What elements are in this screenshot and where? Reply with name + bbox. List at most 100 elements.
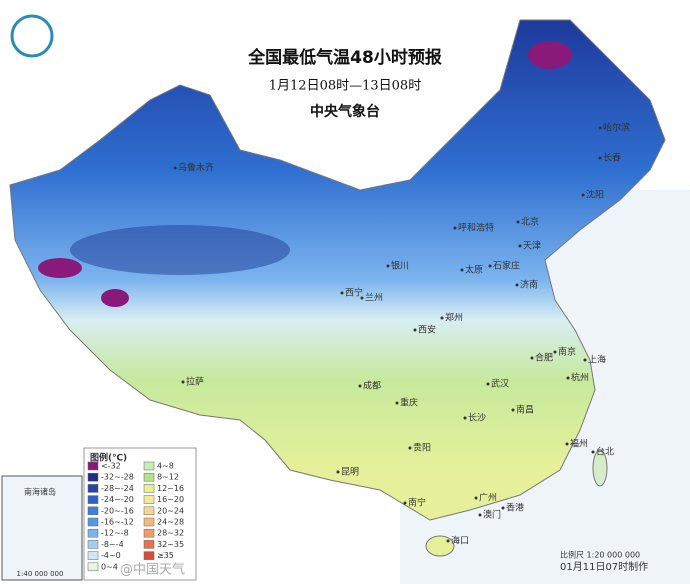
cold-area bbox=[38, 258, 82, 278]
city-label: 昆明 bbox=[341, 467, 359, 478]
city-dot bbox=[486, 382, 490, 386]
city-label: 海口 bbox=[451, 535, 469, 547]
city-dot bbox=[515, 283, 519, 287]
legend-swatch bbox=[87, 506, 99, 516]
city-dot bbox=[581, 193, 585, 197]
inset-title: 南海诸岛 bbox=[24, 487, 56, 497]
city-label: 兰州 bbox=[365, 292, 383, 304]
legend-label: 24~28 bbox=[157, 518, 184, 527]
city-label: 太原 bbox=[465, 264, 483, 276]
legend-label: -12~-8 bbox=[101, 529, 129, 538]
subtitle: 1月12日08时—13日08时 bbox=[269, 79, 421, 94]
inset-scale: 1:40 000 000 bbox=[17, 570, 64, 578]
city-dot bbox=[516, 220, 520, 224]
city-label: 南宁 bbox=[408, 497, 426, 509]
city-dot bbox=[395, 401, 399, 405]
legend-swatch bbox=[143, 528, 155, 538]
cold-area bbox=[528, 41, 572, 69]
legend-label: -28~-24 bbox=[101, 484, 134, 493]
city-dot bbox=[358, 384, 362, 388]
city-label: 武汉 bbox=[491, 378, 509, 390]
city-label: 台北 bbox=[596, 446, 614, 458]
legend-swatch bbox=[143, 551, 155, 560]
legend-swatch bbox=[143, 540, 155, 549]
city-dot bbox=[408, 446, 412, 450]
city-dot bbox=[474, 496, 478, 500]
watermark: @中国天气 bbox=[120, 562, 185, 578]
city-dot bbox=[386, 264, 390, 268]
legend-swatch bbox=[143, 461, 155, 471]
country-shape bbox=[9, 19, 666, 521]
legend-swatch bbox=[87, 472, 99, 482]
scale: 比例尺 1:20 000 000 bbox=[560, 550, 640, 560]
city-label: 沈阳 bbox=[586, 189, 604, 201]
city-dot bbox=[181, 380, 185, 384]
city-label: 西宁 bbox=[345, 287, 363, 299]
legend-swatch bbox=[143, 517, 155, 527]
legend-label: 16~20 bbox=[157, 495, 184, 504]
legend-swatch bbox=[143, 472, 155, 482]
city-dot bbox=[403, 501, 407, 505]
city-label: 长沙 bbox=[468, 412, 486, 424]
island bbox=[592, 449, 608, 487]
city-label: 上海 bbox=[588, 354, 606, 366]
legend-label: -8~-4 bbox=[101, 540, 124, 549]
city-dot bbox=[340, 291, 344, 295]
legend-label: 8~12 bbox=[157, 473, 179, 482]
city-label: 澳门 bbox=[483, 509, 501, 521]
legend-swatch bbox=[87, 551, 99, 560]
inset: 南海诸岛 1:40 000 000 bbox=[1, 475, 83, 581]
legend-swatch bbox=[143, 484, 155, 493]
city-dot bbox=[583, 358, 587, 362]
island bbox=[425, 535, 455, 557]
city-dot bbox=[566, 376, 570, 380]
logo bbox=[10, 14, 54, 58]
city-label: 香港 bbox=[506, 502, 524, 514]
legend-label: ≥35 bbox=[157, 551, 174, 560]
legend-label: -32~-28 bbox=[101, 473, 134, 482]
city-label: 哈尔滨 bbox=[603, 122, 630, 134]
city-label: 南昌 bbox=[516, 404, 534, 416]
city-label: 福州 bbox=[570, 438, 588, 450]
city-label: 银川 bbox=[391, 260, 409, 272]
city-dot bbox=[591, 450, 595, 454]
city-dot bbox=[488, 264, 492, 268]
city-dot bbox=[463, 416, 467, 420]
legend-label: 0~4 bbox=[101, 562, 118, 571]
city-label: 呼和浩特 bbox=[458, 222, 494, 234]
city-label: 南京 bbox=[558, 346, 576, 358]
legend-label: -20~-16 bbox=[101, 506, 134, 515]
city-dot bbox=[360, 296, 364, 300]
legend-label: <-32 bbox=[101, 462, 121, 471]
issuer: 中央气象台 bbox=[310, 103, 380, 120]
legend-label: -16~-12 bbox=[101, 518, 134, 527]
legend-swatch bbox=[87, 461, 99, 471]
legend-swatch bbox=[87, 540, 99, 549]
legend-swatch bbox=[87, 484, 99, 493]
legend-swatch bbox=[143, 506, 155, 516]
legend-label: -24~-20 bbox=[101, 495, 134, 504]
city-label: 郑州 bbox=[445, 312, 463, 324]
city-dot bbox=[501, 506, 505, 510]
city-dot bbox=[413, 328, 417, 332]
city-dot bbox=[518, 244, 522, 248]
city-label: 济南 bbox=[520, 279, 538, 291]
city-dot bbox=[440, 316, 444, 320]
city-label: 乌鲁木齐 bbox=[178, 162, 214, 174]
legend-swatch bbox=[87, 517, 99, 527]
legend: 图例(℃) <-32 -32~-28 -28~-24 -24~-20 -20~-16 -1… bbox=[83, 447, 197, 581]
inset-frame bbox=[1, 475, 83, 581]
legend-label: 20~24 bbox=[157, 506, 184, 515]
city-label: 拉萨 bbox=[186, 376, 204, 388]
city-label: 广州 bbox=[479, 492, 497, 504]
legend-frame bbox=[83, 447, 197, 581]
city-dot bbox=[173, 166, 177, 170]
city-dot bbox=[553, 350, 557, 354]
made-time: 01月11日07时制作 bbox=[560, 560, 648, 573]
city-label: 北京 bbox=[521, 216, 539, 228]
city-dot bbox=[530, 356, 534, 360]
legend-swatch bbox=[87, 562, 99, 572]
city-dot bbox=[446, 539, 450, 543]
